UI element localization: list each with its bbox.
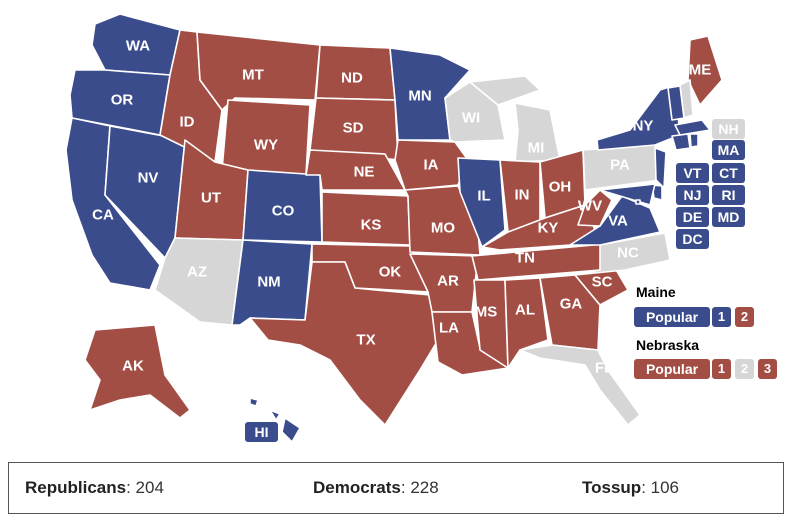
state-label-co: CO: [272, 203, 295, 220]
state-label-tn: TN: [515, 250, 535, 267]
state-label-or: OR: [111, 92, 134, 109]
state-box-nh[interactable]: NH: [712, 119, 745, 139]
state-label-la: LA: [439, 320, 459, 337]
nebraska-popular[interactable]: Popular: [634, 359, 710, 379]
state-label-me: ME: [689, 62, 712, 79]
state-wv[interactable]: [577, 189, 613, 227]
state-il[interactable]: [457, 157, 506, 248]
state-mi[interactable]: [469, 75, 561, 163]
state-vt[interactable]: [667, 85, 685, 121]
state-ak[interactable]: [84, 324, 191, 419]
nebraska-title: Nebraska: [636, 337, 700, 353]
state-label-ak: AK: [122, 358, 144, 375]
state-label-sd: SD: [343, 120, 364, 137]
state-label-nc: NC: [617, 245, 639, 262]
state-box-dc[interactable]: DC: [676, 229, 709, 249]
maine-district-1[interactable]: 1: [712, 307, 731, 327]
state-label-az: AZ: [187, 264, 207, 281]
state-hi[interactable]: [249, 397, 301, 443]
state-label-ky: KY: [538, 220, 559, 237]
state-label-pa: PA: [610, 157, 630, 174]
state-label-ia: IA: [424, 157, 439, 174]
state-ma[interactable]: [674, 119, 711, 136]
state-box-md[interactable]: MD: [712, 207, 745, 227]
state-label-ny: NY: [633, 118, 654, 135]
maine-popular[interactable]: Popular: [634, 307, 710, 327]
state-label-fl: FL: [595, 360, 613, 377]
state-label-wi: WI: [462, 110, 480, 127]
nebraska-district-2[interactable]: 2: [735, 359, 754, 379]
maine-district-2[interactable]: 2: [735, 307, 754, 327]
state-box-vt[interactable]: VT: [676, 163, 709, 183]
state-fl[interactable]: [519, 344, 641, 426]
state-label-ne: NE: [354, 164, 375, 181]
state-label-wy: WY: [254, 137, 278, 154]
democrats-total: Democrats: 228: [313, 478, 439, 497]
state-label-al: AL: [515, 302, 535, 319]
state-label-nm: NM: [257, 274, 280, 291]
state-az[interactable]: [154, 237, 244, 326]
state-label-wa: WA: [126, 38, 150, 55]
state-tx[interactable]: [249, 261, 439, 426]
state-label-ca: CA: [92, 207, 114, 224]
us-electoral-map: WA OR CA NV ID MT WY UT AZ CO NM ND SD NE KS OK TX MN IA MO…: [65, 13, 723, 443]
state-label-ar: AR: [437, 273, 459, 290]
state-label-ms: MS: [475, 304, 498, 321]
state-label-nv: NV: [138, 170, 159, 187]
republicans-total: Republicans: 204: [25, 478, 164, 497]
state-label-mt: MT: [242, 67, 264, 84]
state-label-id: ID: [180, 114, 195, 131]
state-box-hi[interactable]: HI: [245, 422, 278, 442]
state-label-wv: WV: [578, 198, 602, 215]
state-label-ga: GA: [560, 296, 583, 313]
state-md[interactable]: [599, 183, 656, 206]
state-label-mn: MN: [408, 88, 431, 105]
state-label-tx: TX: [356, 332, 375, 349]
state-label-va: VA: [608, 213, 628, 230]
state-label-ok: OK: [379, 264, 402, 281]
state-ne[interactable]: [305, 149, 406, 191]
state-box-ma[interactable]: MA: [712, 140, 745, 160]
summary-bar: Republicans: 204 Democrats: 228 Tossup: …: [8, 462, 784, 514]
state-box-nj[interactable]: NJ: [676, 185, 709, 205]
state-dc[interactable]: [635, 199, 641, 205]
state-nc[interactable]: [574, 232, 671, 276]
state-label-il: IL: [477, 188, 490, 205]
state-ri[interactable]: [689, 133, 699, 148]
state-label-ut: UT: [201, 190, 221, 207]
state-me[interactable]: [687, 35, 723, 106]
state-ga[interactable]: [539, 274, 601, 351]
tossup-total: Tossup: 106: [582, 478, 679, 497]
state-label-oh: OH: [549, 179, 572, 196]
state-label-ks: KS: [361, 217, 382, 234]
nebraska-district-3[interactable]: 3: [758, 359, 777, 379]
nebraska-district-1[interactable]: 1: [712, 359, 731, 379]
maine-title: Maine: [636, 284, 676, 300]
state-ct[interactable]: [671, 133, 691, 151]
state-label-nd: ND: [341, 70, 363, 87]
state-label-mo: MO: [431, 220, 455, 237]
state-box-ct[interactable]: CT: [712, 163, 745, 183]
state-box-de[interactable]: DE: [676, 207, 709, 227]
state-label-mi: MI: [528, 140, 545, 157]
state-label-sc: SC: [592, 274, 613, 291]
state-label-in: IN: [515, 187, 530, 204]
state-nj[interactable]: [654, 147, 667, 189]
state-box-ri[interactable]: RI: [712, 185, 745, 205]
state-al[interactable]: [504, 277, 549, 369]
